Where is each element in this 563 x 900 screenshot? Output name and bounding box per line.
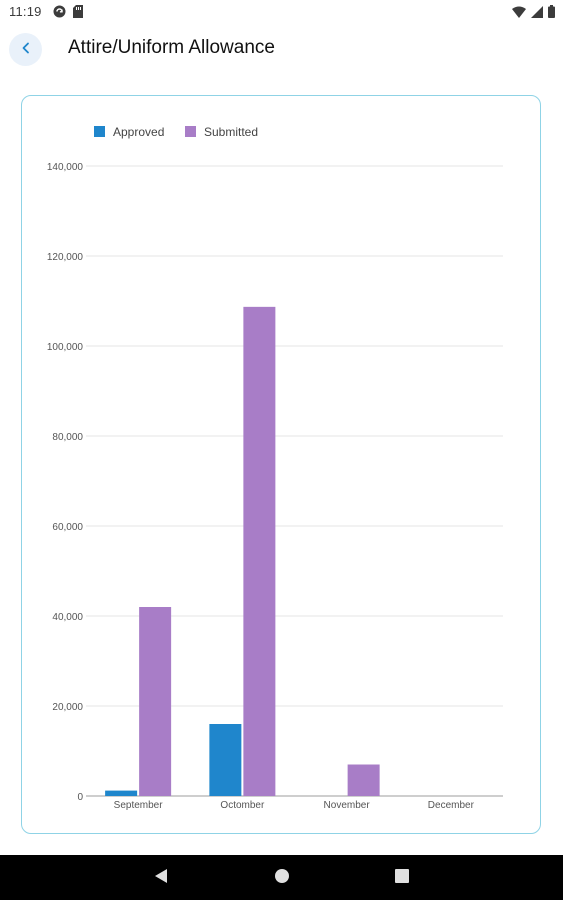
status-time: 11:19	[9, 4, 42, 19]
bar-submitted	[139, 607, 172, 796]
bar-submitted	[243, 306, 276, 796]
wifi-icon	[512, 5, 526, 23]
legend-label-approved: Approved	[113, 125, 164, 139]
battery-icon	[548, 5, 555, 23]
legend-label-submitted: Submitted	[204, 125, 258, 139]
page-title: Attire/Uniform Allowance	[68, 37, 275, 58]
status-left-icons	[53, 5, 83, 23]
bar-approved	[105, 790, 138, 796]
nav-home-button[interactable]	[271, 867, 293, 889]
y-tick-label: 20,000	[52, 702, 83, 713]
legend-swatch-approved	[94, 126, 105, 137]
y-tick-label: 120,000	[47, 252, 84, 263]
chart-card: 0 20,000 40,000 60,000 80,000 100,000 120,000 1…	[21, 95, 541, 834]
y-tick-label: 0	[77, 792, 83, 803]
bar-submitted	[347, 764, 380, 796]
y-tick-label: 60,000	[52, 522, 83, 533]
back-button[interactable]	[9, 33, 42, 66]
status-right-icons	[512, 5, 555, 23]
nav-recents-button[interactable]	[391, 867, 413, 889]
app-bar: Attire/Uniform Allowance	[0, 24, 563, 76]
status-bar: 11:19	[0, 0, 563, 24]
nav-back-button[interactable]	[150, 867, 172, 889]
y-tick-label: 40,000	[52, 612, 83, 623]
legend-swatch-submitted	[185, 126, 196, 137]
x-tick-label: September	[114, 800, 164, 811]
bar-chart: 0 20,000 40,000 60,000 80,000 100,000 120,000 1…	[47, 125, 503, 811]
system-nav-bar	[0, 855, 563, 900]
sync-icon	[53, 5, 66, 23]
sd-card-icon	[73, 5, 83, 23]
y-tick-label: 80,000	[52, 432, 83, 443]
back-triangle-icon	[154, 868, 168, 889]
x-tick-label: November	[324, 800, 371, 811]
y-tick-label: 140,000	[47, 162, 84, 173]
home-circle-icon	[274, 868, 290, 889]
x-tick-label: December	[428, 800, 475, 811]
y-tick-label: 100,000	[47, 342, 84, 353]
chevron-left-icon	[20, 41, 32, 59]
bar-approved	[209, 724, 242, 796]
signal-icon	[531, 5, 543, 23]
x-tick-label: Octomber	[220, 800, 265, 811]
recents-square-icon	[395, 868, 409, 888]
